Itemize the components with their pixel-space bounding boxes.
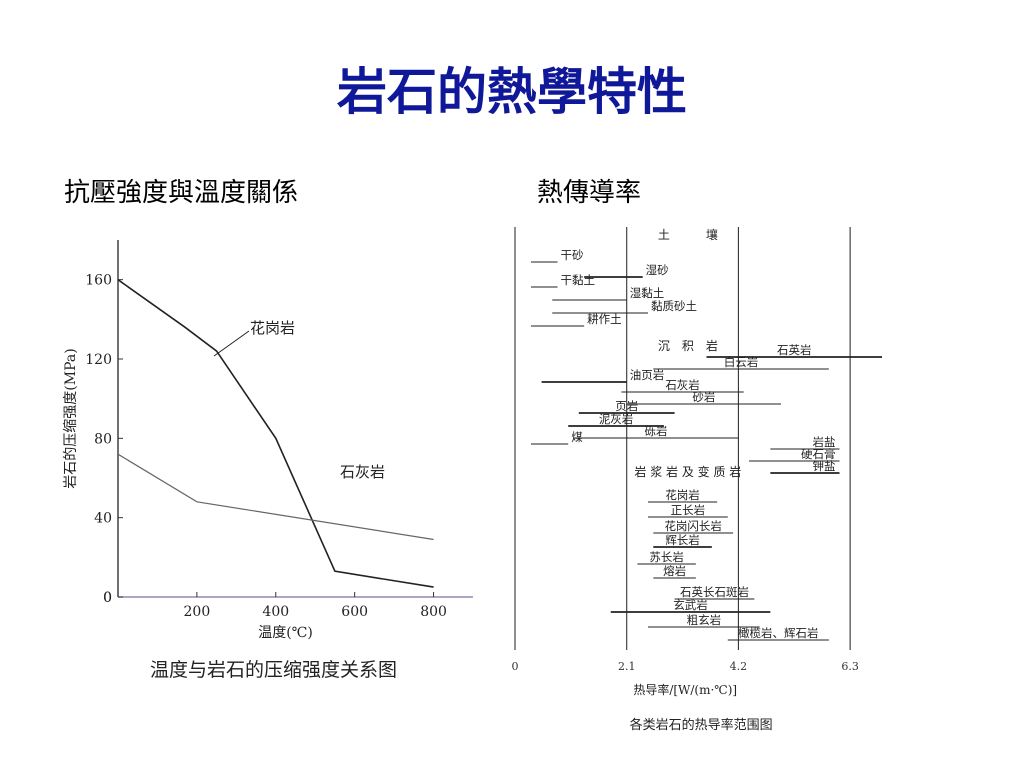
x-tick-label: 6.3 bbox=[841, 660, 859, 673]
series-leader-line bbox=[213, 330, 250, 357]
range-label: 砂岩 bbox=[692, 390, 715, 404]
range-label: 正长岩 bbox=[671, 503, 706, 517]
range-label: 苏长岩 bbox=[649, 550, 684, 564]
section-label: 岩 浆 岩 及 变 质 岩 bbox=[634, 464, 741, 479]
x-tick-label: 2.1 bbox=[618, 660, 636, 673]
y-tick-label: 40 bbox=[94, 511, 112, 527]
section-label: 沉 积 岩 bbox=[658, 338, 718, 353]
range-label: 煤 bbox=[571, 430, 583, 444]
range-label: 花岗岩 bbox=[665, 488, 700, 502]
range-label: 花岗闪长岩 bbox=[664, 519, 722, 533]
range-label: 干砂 bbox=[561, 248, 584, 262]
x-tick-label: 400 bbox=[262, 604, 289, 620]
range-label: 黏质砂土 bbox=[651, 299, 697, 313]
range-label: 砾岩 bbox=[644, 424, 667, 438]
range-label: 耕作土 bbox=[587, 312, 622, 326]
x-axis-label: 温度(℃) bbox=[258, 625, 313, 641]
x-tick-label: 800 bbox=[420, 604, 447, 620]
thermal-conductivity-chart: 0 2.1 4.2 6.3 土 壤沉 积 岩岩 浆 岩 及 变 质 岩 干砂湿砂干黏土湿黏… bbox=[512, 227, 883, 733]
range-label: 湿砂 bbox=[646, 263, 669, 277]
series-label: 石灰岩 bbox=[340, 463, 385, 481]
y-tick-label: 80 bbox=[94, 431, 112, 447]
range-label: 石英长石斑岩 bbox=[680, 585, 749, 599]
range-label: 橄榄岩、辉石岩 bbox=[738, 626, 819, 640]
range-label: 粗玄岩 bbox=[687, 613, 722, 627]
x-tick-label: 600 bbox=[341, 604, 368, 620]
x-tick-label: 200 bbox=[184, 604, 211, 620]
y-tick-label: 120 bbox=[85, 352, 112, 368]
range-label: 岩盐 bbox=[812, 435, 835, 449]
section-label: 土 壤 bbox=[658, 227, 718, 242]
series-line-0 bbox=[117, 279, 434, 588]
range-label: 硬石膏 bbox=[801, 447, 836, 461]
series-line-1 bbox=[117, 453, 434, 541]
range-label: 白云岩 bbox=[724, 355, 759, 369]
right-heading: 熱傳導率 bbox=[537, 178, 642, 208]
left-heading: 抗壓強度與溫度關係 bbox=[64, 178, 299, 208]
y-axis-label: 岩石的压缩强度(MPa) bbox=[63, 348, 79, 488]
slide-title: 岩石的熱學特性 bbox=[337, 62, 687, 121]
y-tick-label: 0 bbox=[103, 590, 112, 606]
x-tick-label: 0 bbox=[512, 660, 519, 673]
range-label: 泥灰岩 bbox=[599, 412, 634, 426]
x-tick-label: 4.2 bbox=[730, 660, 748, 673]
y-tick-label: 160 bbox=[85, 273, 112, 289]
range-label: 干黏土 bbox=[561, 273, 596, 287]
range-label: 湿黏土 bbox=[630, 286, 665, 300]
chart-caption: 各类岩石的热导率范围图 bbox=[630, 717, 773, 733]
range-label: 页岩 bbox=[615, 399, 638, 413]
chart-caption: 温度与岩石的压缩强度关系图 bbox=[150, 659, 397, 681]
y-tick-label: 0 bbox=[103, 590, 112, 606]
range-label: 石英岩 bbox=[777, 343, 812, 357]
range-label: 油页岩 bbox=[630, 368, 665, 382]
range-label: 石灰岩 bbox=[665, 378, 700, 392]
range-label: 辉长岩 bbox=[665, 533, 700, 547]
range-label: 玄武岩 bbox=[673, 598, 708, 612]
x-axis-label: 热导率/[W/(m·℃)] bbox=[633, 682, 737, 697]
range-label: 钾盐 bbox=[812, 459, 835, 473]
series-label: 花岗岩 bbox=[250, 319, 295, 337]
range-label: 熔岩 bbox=[663, 564, 686, 578]
